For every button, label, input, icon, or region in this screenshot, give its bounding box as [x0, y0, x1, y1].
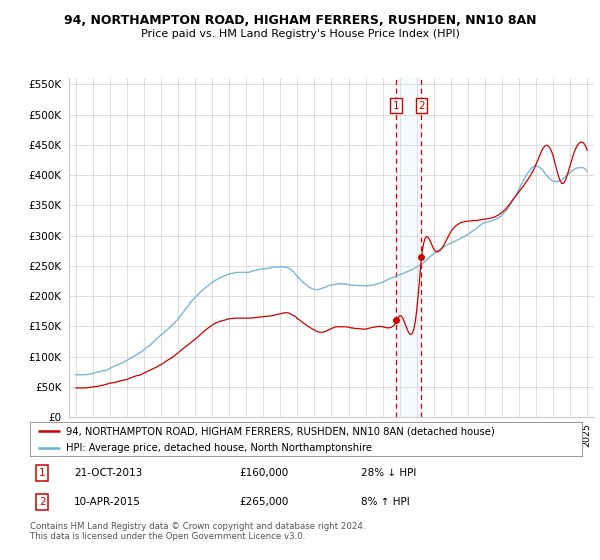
Text: 94, NORTHAMPTON ROAD, HIGHAM FERRERS, RUSHDEN, NN10 8AN (detached house): 94, NORTHAMPTON ROAD, HIGHAM FERRERS, RU…: [66, 426, 494, 436]
Text: Contains HM Land Registry data © Crown copyright and database right 2024.
This d: Contains HM Land Registry data © Crown c…: [30, 522, 365, 542]
Bar: [396, 78, 421, 417]
Text: 2: 2: [39, 497, 46, 507]
Text: 94, NORTHAMPTON ROAD, HIGHAM FERRERS, RUSHDEN, NN10 8AN: 94, NORTHAMPTON ROAD, HIGHAM FERRERS, RU…: [64, 14, 536, 27]
Text: £265,000: £265,000: [240, 497, 289, 507]
Text: Price paid vs. HM Land Registry's House Price Index (HPI): Price paid vs. HM Land Registry's House …: [140, 29, 460, 39]
Text: 2: 2: [418, 101, 425, 111]
Text: 10-APR-2015: 10-APR-2015: [74, 497, 141, 507]
Text: 1: 1: [393, 101, 400, 111]
Text: 21-OCT-2013: 21-OCT-2013: [74, 468, 142, 478]
Text: HPI: Average price, detached house, North Northamptonshire: HPI: Average price, detached house, Nort…: [66, 443, 372, 452]
Text: 1: 1: [39, 468, 46, 478]
Text: £160,000: £160,000: [240, 468, 289, 478]
Text: 28% ↓ HPI: 28% ↓ HPI: [361, 468, 416, 478]
Text: 8% ↑ HPI: 8% ↑ HPI: [361, 497, 410, 507]
